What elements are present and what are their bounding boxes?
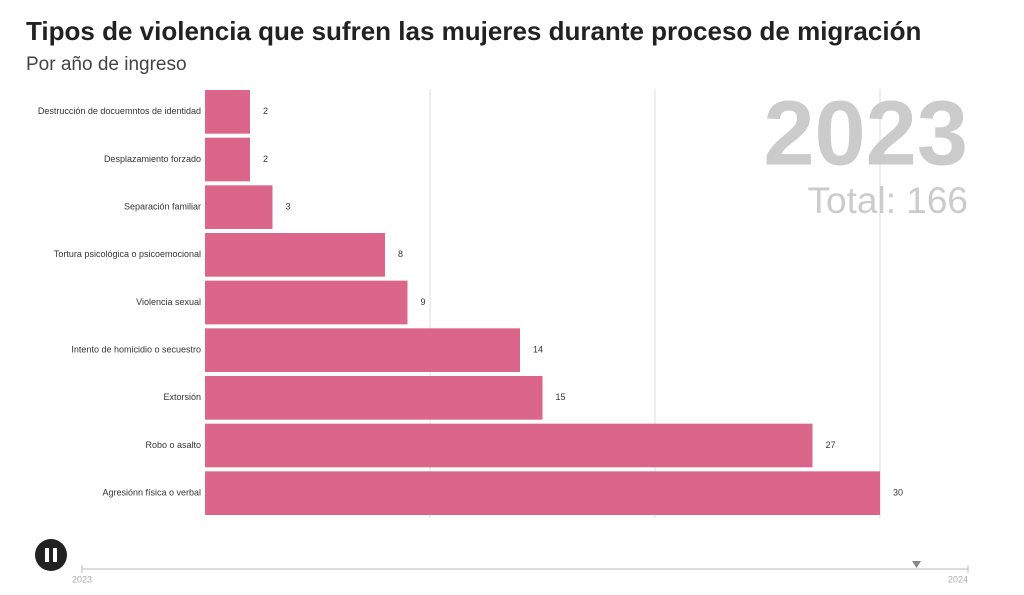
category-label: Extorsión [163,392,201,402]
value-label: 30 [893,488,903,498]
category-label: Agresiónn física o verbal [102,488,201,498]
bar [205,233,385,277]
period-label: 2023 [763,82,968,184]
bar [205,185,273,229]
value-label: 27 [826,440,836,450]
category-label: Violencia sexual [136,297,201,307]
value-label: 3 [286,202,291,212]
category-label: Separación familiar [124,202,201,212]
timeline-start: 2023 [72,574,92,584]
chart-title: Tipos de violencia que sufren las mujere… [26,16,921,46]
value-label: 8 [398,249,403,259]
bar [205,280,408,325]
pause-button[interactable] [35,539,67,571]
bar [205,376,543,420]
bar [205,471,880,515]
category-label: Destrucción de docuemntos de identidad [38,106,201,116]
timeline-handle[interactable] [912,561,921,568]
category-label: Tortura psicológica o psicoemocional [54,249,201,259]
pause-bar [53,548,57,562]
value-label: 2 [263,154,268,164]
category-label: Intento de homicidio o secuestro [71,345,201,355]
category-label: Robo o asalto [145,440,201,450]
chart-subtitle: Por año de ingreso [26,54,187,75]
value-label: 14 [533,345,543,355]
bar [205,137,250,182]
bar [205,423,813,468]
category-label: Desplazamiento forzado [104,154,201,164]
pause-bar [45,548,49,562]
value-label: 15 [556,392,566,402]
value-label: 2 [263,106,268,116]
value-label: 9 [421,297,426,307]
total-label: Total: 166 [808,180,968,221]
timeline-end: 2024 [948,574,968,584]
bar [205,328,520,372]
bar [205,90,250,134]
pause-circle[interactable] [35,539,67,571]
